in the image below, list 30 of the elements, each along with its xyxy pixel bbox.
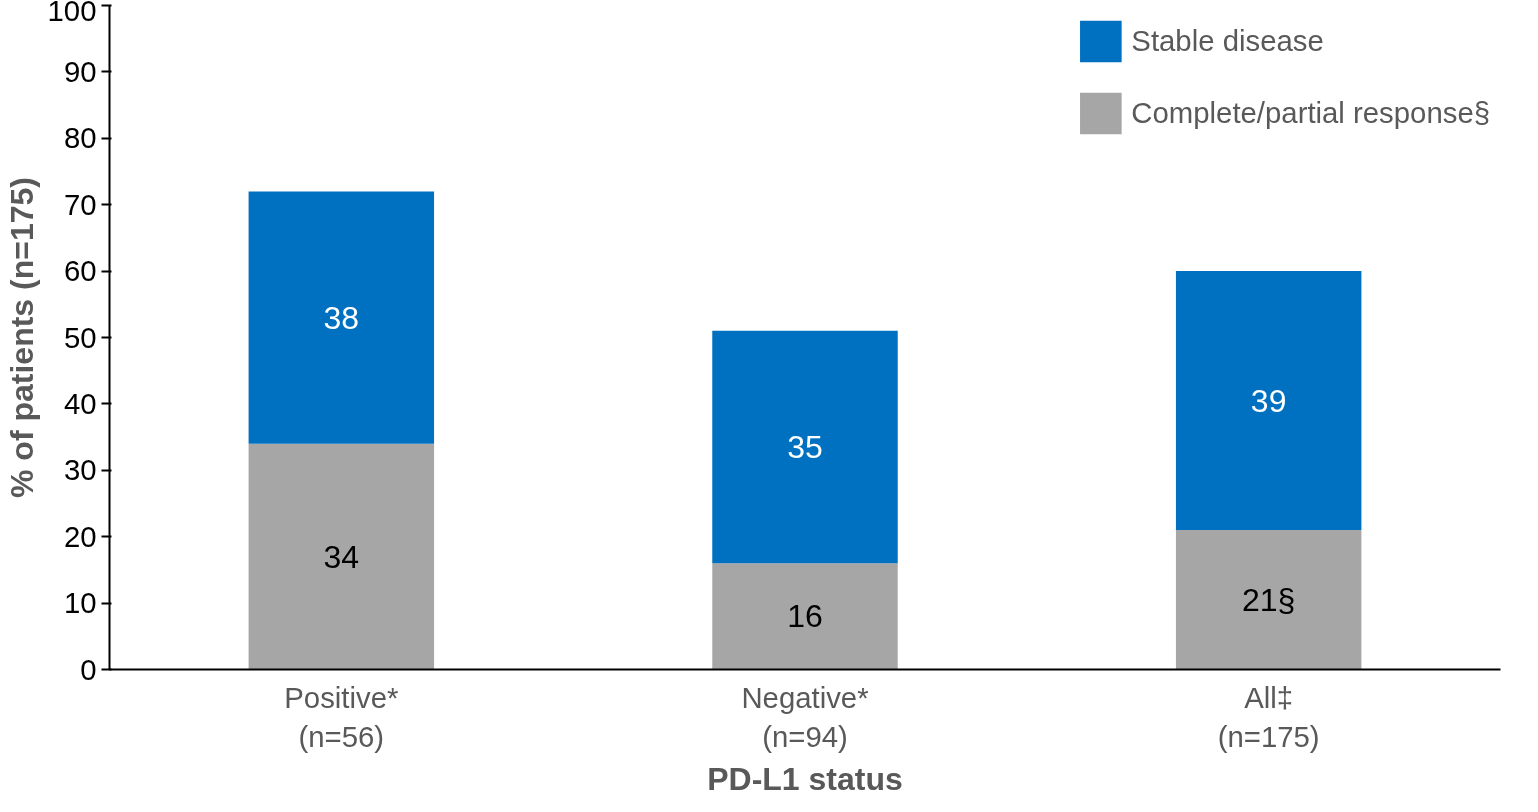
y-tick-label: 30 [63,453,97,487]
y-tick-label: 10 [63,586,97,620]
bar [248,191,435,444]
x-axis-title: PD-L1 status [707,761,903,798]
data-label: 34 [323,538,360,575]
y-tick-label: 20 [63,519,97,553]
legend-label: Stable disease [1131,24,1324,58]
data-label: 39 [1250,382,1287,419]
y-tick-label: 60 [63,254,97,288]
bar [1175,271,1362,531]
y-tick-label: 70 [63,187,97,221]
bar [712,563,898,670]
legend-label: Complete/partial response§ [1131,96,1490,130]
y-tick-label: 0 [80,652,97,686]
y-tick-label: 50 [63,320,97,354]
data-label: 21§ [1241,581,1296,618]
bar [248,443,435,670]
y-tick-label: 40 [63,386,97,420]
data-label: 35 [787,429,823,466]
bar [1175,530,1362,670]
y-axis-title: % of patients (n=175) [3,177,40,498]
x-tick-label: All‡ (n=175) [1217,680,1320,754]
data-label: 16 [787,598,823,635]
x-tick-label: Positive* (n=56) [284,680,399,754]
x-tick-label: Negative* (n=94) [741,680,869,754]
y-tick-label: 80 [63,121,97,155]
y-tick-label: 90 [63,54,97,88]
bar [712,330,898,564]
y-tick-label: 100 [47,0,97,27]
data-label: 38 [323,299,360,336]
